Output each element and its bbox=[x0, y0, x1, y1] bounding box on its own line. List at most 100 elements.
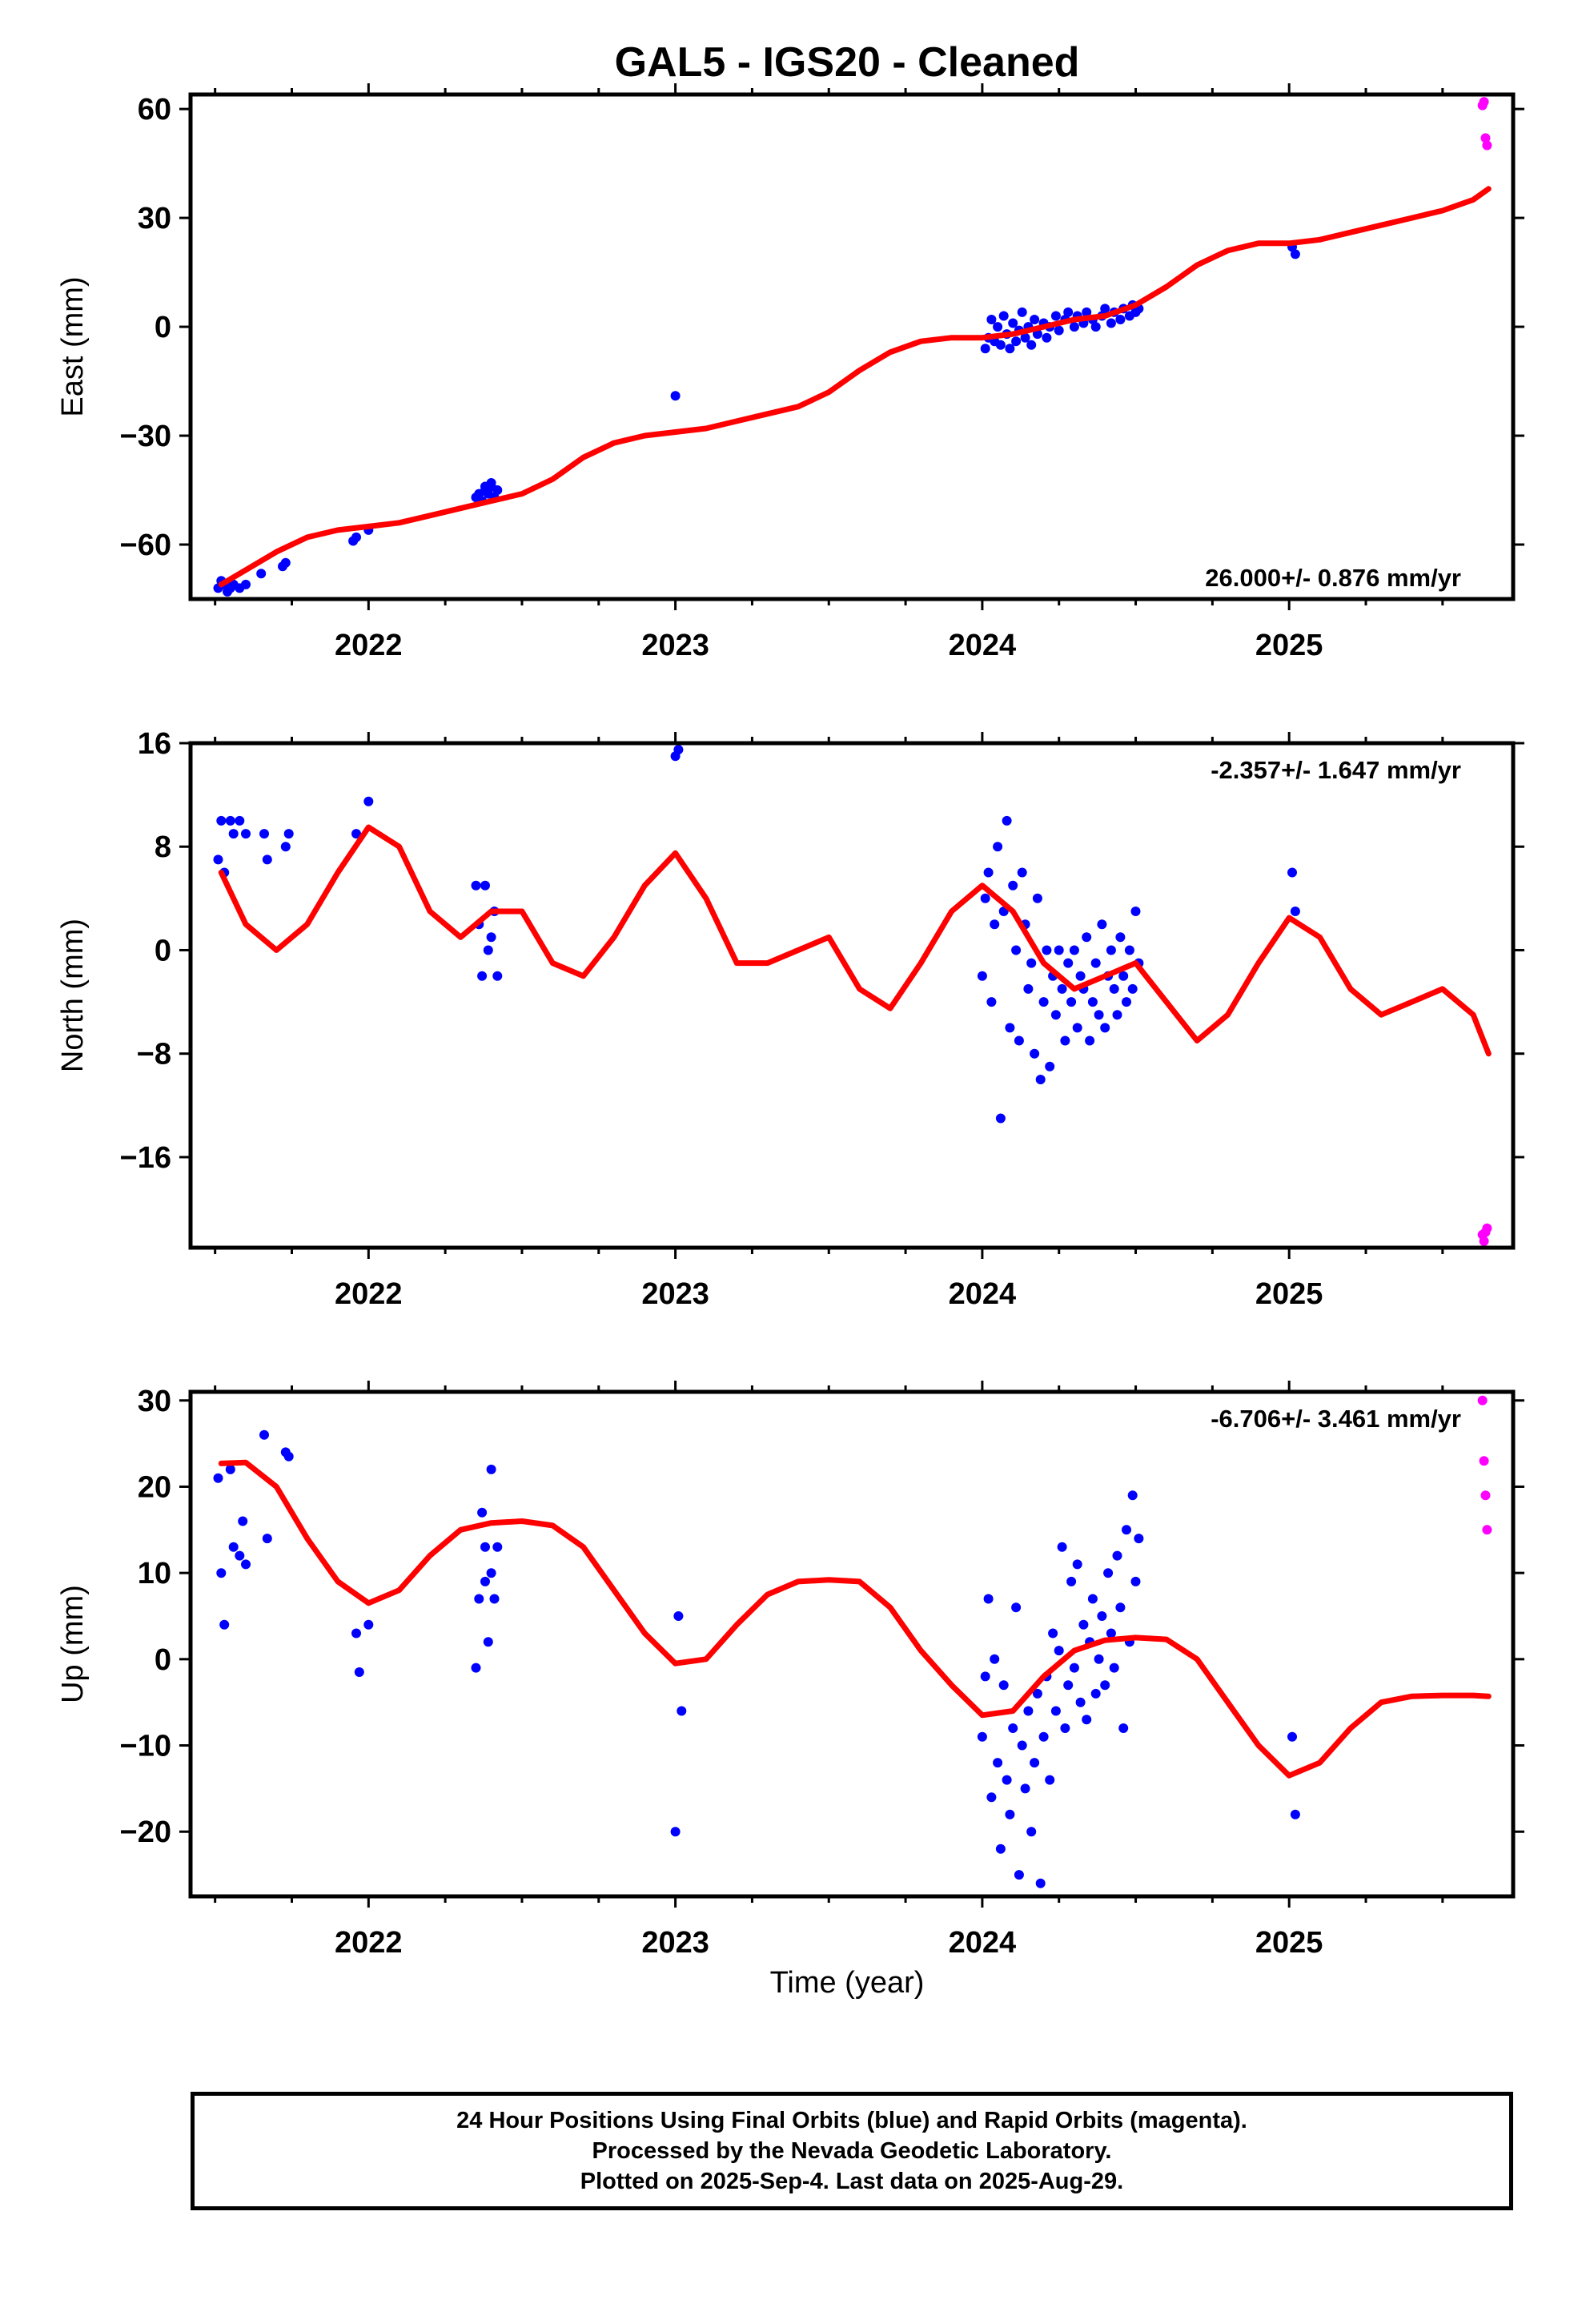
north-xtick-label: 2022 bbox=[335, 1277, 403, 1311]
north-final-point bbox=[1094, 1010, 1104, 1020]
north-panel: −16 −8 0 8 16 2022 2023 2024 2025 North (mm) -2.35… bbox=[56, 727, 1524, 1311]
up-final-point bbox=[980, 1671, 990, 1682]
up-final-point bbox=[670, 1827, 681, 1837]
north-final-point bbox=[1082, 932, 1092, 943]
north-final-point bbox=[1287, 867, 1297, 878]
up-final-point bbox=[1032, 1688, 1042, 1699]
up-final-point bbox=[1023, 1706, 1034, 1716]
north-final-point bbox=[1050, 1010, 1061, 1020]
up-xtick-label: 2023 bbox=[641, 1926, 709, 1960]
up-final-point bbox=[241, 1559, 251, 1570]
north-final-point bbox=[241, 829, 251, 839]
up-final-point bbox=[1030, 1758, 1040, 1768]
north-xtick-label: 2023 bbox=[641, 1277, 709, 1311]
north-final-point bbox=[1124, 945, 1134, 955]
north-final-point bbox=[1100, 1023, 1110, 1033]
up-final-point bbox=[480, 1542, 490, 1552]
north-xtick-label: 2025 bbox=[1255, 1277, 1323, 1311]
up-final-point bbox=[1008, 1723, 1018, 1733]
up-final-point bbox=[1066, 1576, 1077, 1586]
up-final-point bbox=[1011, 1602, 1022, 1613]
north-final-point bbox=[1090, 958, 1101, 968]
north-ytick-label: −16 bbox=[120, 1141, 171, 1175]
up-final-point bbox=[219, 1619, 230, 1630]
east-final-point bbox=[1063, 307, 1074, 317]
east-ytick-label: 60 bbox=[138, 93, 171, 127]
north-final-point bbox=[1087, 997, 1098, 1007]
north-final-point bbox=[1063, 958, 1074, 968]
north-frame bbox=[188, 741, 1516, 1250]
up-final-point bbox=[977, 1731, 987, 1742]
up-final-point bbox=[1035, 1878, 1046, 1888]
north-final-point bbox=[1023, 983, 1034, 994]
north-final-point bbox=[1035, 1075, 1046, 1084]
north-final-point bbox=[1066, 997, 1077, 1007]
up-rate-label: -6.706+/- 3.461 mm/yr bbox=[1211, 1405, 1461, 1433]
up-y-axis-label: Up (mm) bbox=[56, 1585, 90, 1703]
north-final-point bbox=[673, 745, 684, 755]
east-final-point bbox=[1030, 315, 1040, 324]
up-final-point bbox=[1100, 1680, 1110, 1691]
east-xtick-label: 2022 bbox=[335, 629, 403, 662]
north-final-point bbox=[986, 997, 997, 1007]
north-ytick-label: 8 bbox=[155, 830, 171, 864]
up-final-point bbox=[1115, 1602, 1126, 1613]
east-final-point bbox=[1054, 325, 1064, 336]
up-ytick-label: 10 bbox=[138, 1557, 171, 1590]
up-final-point bbox=[1069, 1663, 1079, 1673]
north-final-point bbox=[1038, 997, 1049, 1007]
north-ytick-label: −8 bbox=[137, 1038, 171, 1072]
up-final-point bbox=[1020, 1783, 1030, 1794]
north-final-point bbox=[995, 1113, 1006, 1124]
up-xtick-label: 2025 bbox=[1255, 1926, 1323, 1960]
up-final-point bbox=[1054, 1646, 1064, 1656]
up-final-point bbox=[677, 1706, 687, 1716]
north-final-point bbox=[228, 829, 239, 839]
up-final-point bbox=[235, 1550, 245, 1561]
east-final-point bbox=[670, 391, 681, 401]
up-rapid-point bbox=[1482, 1525, 1492, 1535]
north-final-point bbox=[477, 971, 488, 981]
north-xtick-label: 2024 bbox=[949, 1277, 1017, 1311]
up-panel: −20 −10 0 10 20 30 2022 2023 2024 2025 Up (mm) -6.7… bbox=[56, 1381, 1524, 1960]
caption-box: 24 Hour Positions Using Final Orbits (bl… bbox=[191, 2092, 1513, 2210]
north-final-point bbox=[1118, 971, 1129, 981]
north-final-point bbox=[1026, 958, 1037, 968]
north-rapid-point bbox=[1479, 1236, 1489, 1246]
up-final-point bbox=[1287, 1731, 1297, 1742]
up-final-point bbox=[1130, 1576, 1141, 1586]
north-final-point bbox=[486, 932, 496, 943]
north-final-point bbox=[1060, 1035, 1070, 1046]
east-rapid-point bbox=[1480, 133, 1491, 143]
north-final-point bbox=[1054, 945, 1064, 955]
up-final-point bbox=[216, 1568, 227, 1578]
north-ytick-label: 0 bbox=[155, 934, 171, 967]
up-final-point bbox=[1048, 1628, 1058, 1638]
east-final-point bbox=[1090, 322, 1101, 332]
east-xtick-label: 2023 bbox=[641, 629, 709, 662]
up-final-point bbox=[1134, 1534, 1144, 1544]
north-final-point bbox=[235, 815, 245, 826]
caption-line-plotted: Plotted on 2025-Sep-4. Last data on 2025… bbox=[580, 2169, 1124, 2194]
up-final-point bbox=[492, 1542, 503, 1552]
north-final-point bbox=[1069, 945, 1079, 955]
up-rapid-point bbox=[1480, 1490, 1491, 1501]
east-data-layer bbox=[213, 97, 1492, 597]
up-final-point bbox=[1045, 1775, 1055, 1785]
north-final-point bbox=[1017, 867, 1027, 878]
caption-line-orbits: 24 Hour Positions Using Final Orbits (bl… bbox=[456, 2108, 1247, 2133]
north-final-point bbox=[993, 842, 1003, 852]
north-final-point bbox=[1109, 983, 1119, 994]
north-final-point bbox=[1032, 893, 1042, 903]
north-final-point bbox=[1072, 1023, 1082, 1033]
up-final-point bbox=[1063, 1680, 1074, 1691]
east-ytick-label: 30 bbox=[138, 202, 171, 235]
up-ytick-label: −20 bbox=[120, 1815, 171, 1849]
north-final-point bbox=[1030, 1048, 1040, 1059]
up-xtick-label: 2022 bbox=[335, 1926, 403, 1960]
east-final-point bbox=[1005, 344, 1015, 354]
east-frame bbox=[188, 92, 1516, 601]
up-final-point bbox=[983, 1594, 994, 1604]
up-final-point bbox=[1082, 1715, 1092, 1725]
up-ytick-label: 20 bbox=[138, 1470, 171, 1504]
